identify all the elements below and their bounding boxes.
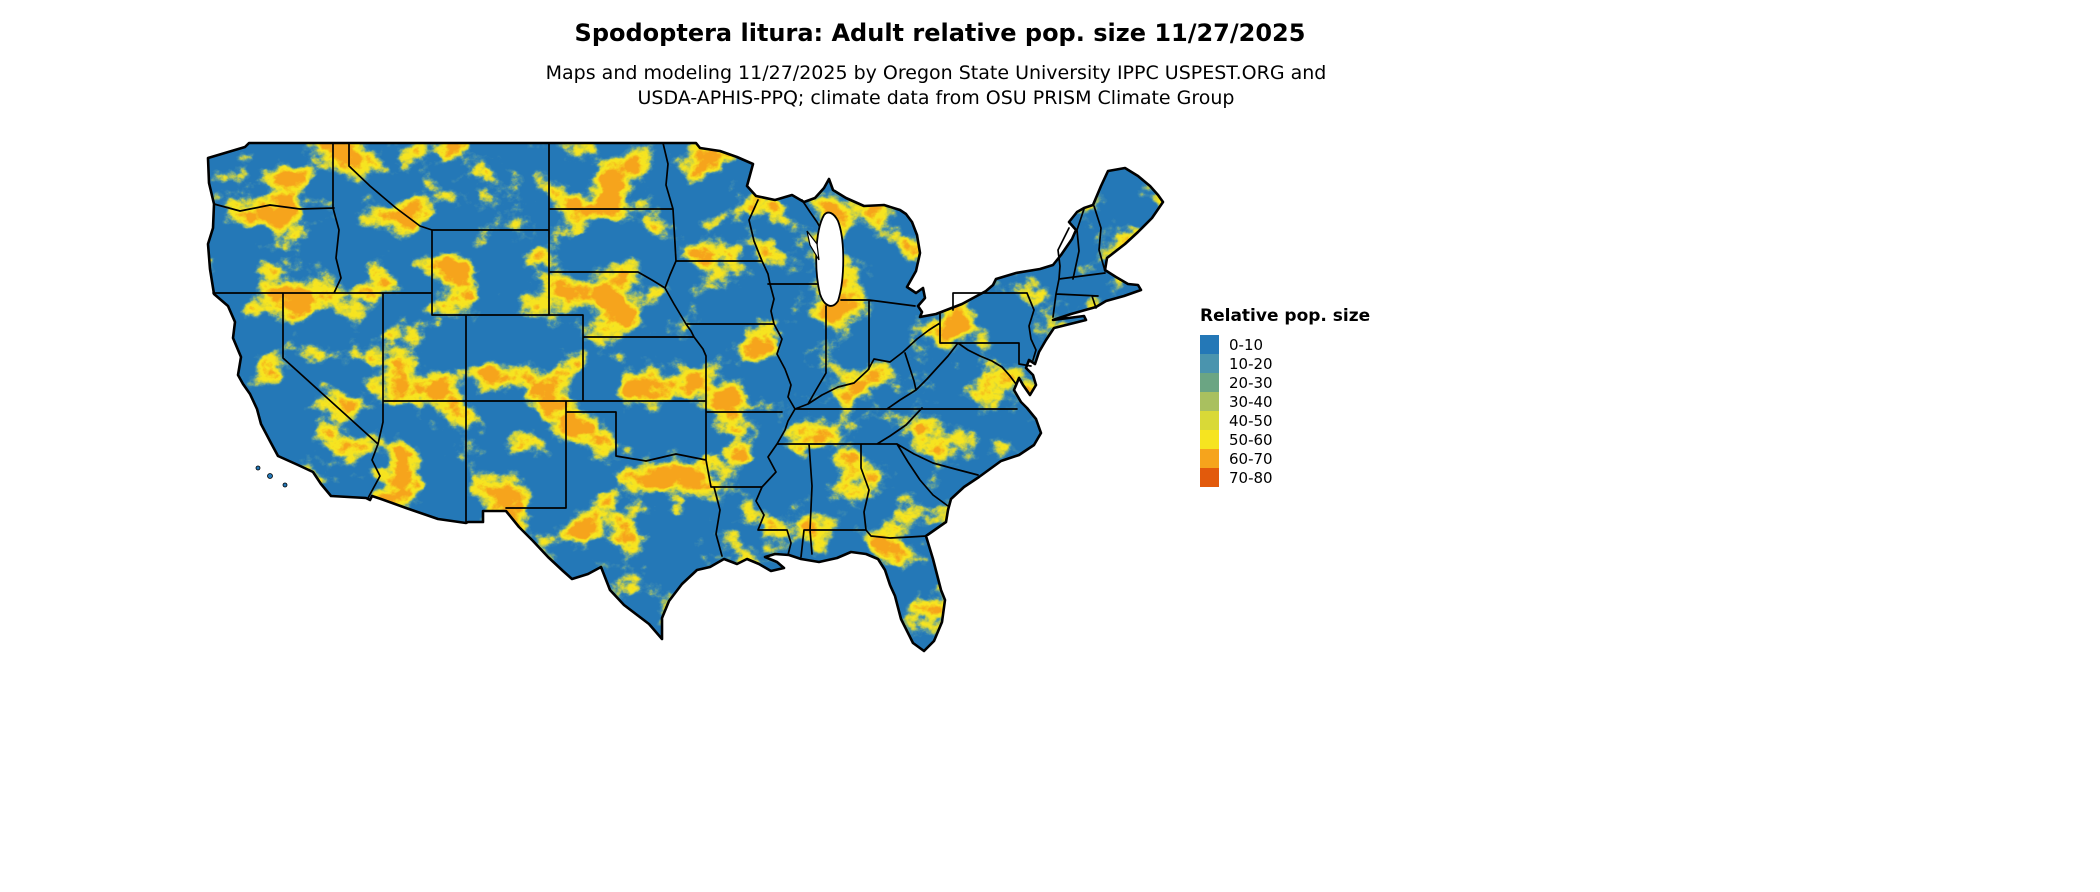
us-map [200, 138, 1175, 663]
legend-item: 0-10 [1200, 335, 1380, 354]
legend-item: 50-60 [1200, 430, 1380, 449]
legend-label: 50-60 [1229, 430, 1273, 449]
legend-label: 40-50 [1229, 411, 1273, 430]
state-borders [212, 142, 1106, 558]
legend-label: 0-10 [1229, 335, 1264, 354]
green-bay [806, 230, 820, 261]
legend-item: 70-80 [1200, 468, 1380, 487]
us-map-svg [206, 141, 1165, 653]
legend-label: 70-80 [1229, 468, 1273, 487]
legend-item: 40-50 [1200, 411, 1380, 430]
legend-label: 10-20 [1229, 354, 1273, 373]
legend-item: 10-20 [1200, 354, 1380, 373]
lake-michigan [815, 211, 845, 307]
island-dot [255, 465, 261, 471]
legend-swatch [1200, 373, 1219, 392]
island-dot [282, 482, 288, 488]
legend-label: 20-30 [1229, 373, 1273, 392]
legend-swatch [1200, 449, 1219, 468]
legend-item: 60-70 [1200, 449, 1380, 468]
map-subtitle: Maps and modeling 11/27/2025 by Oregon S… [0, 61, 1872, 111]
legend-rows: 0-10 10-20 20-30 30-40 40-50 50-60 [1200, 335, 1380, 487]
legend-label: 60-70 [1229, 449, 1273, 468]
legend-swatch [1200, 354, 1219, 373]
legend-swatch [1200, 392, 1219, 411]
map-title: Spodoptera litura: Adult relative pop. s… [574, 19, 1306, 47]
legend-swatch [1200, 411, 1219, 430]
legend-swatch [1200, 430, 1219, 449]
legend-swatch [1200, 335, 1219, 354]
channel-islands [255, 465, 288, 488]
legend: Relative pop. size 0-10 10-20 20-30 30-4… [1200, 306, 1380, 487]
subtitle-line-2: USDA-APHIS-PPQ; climate data from OSU PR… [637, 87, 1235, 109]
legend-swatch [1200, 468, 1219, 487]
legend-item: 30-40 [1200, 392, 1380, 411]
legend-label: 30-40 [1229, 392, 1273, 411]
island-dot [267, 473, 273, 479]
legend-item: 20-30 [1200, 373, 1380, 392]
legend-title: Relative pop. size [1200, 306, 1371, 326]
subtitle-line-1: Maps and modeling 11/27/2025 by Oregon S… [545, 62, 1327, 84]
